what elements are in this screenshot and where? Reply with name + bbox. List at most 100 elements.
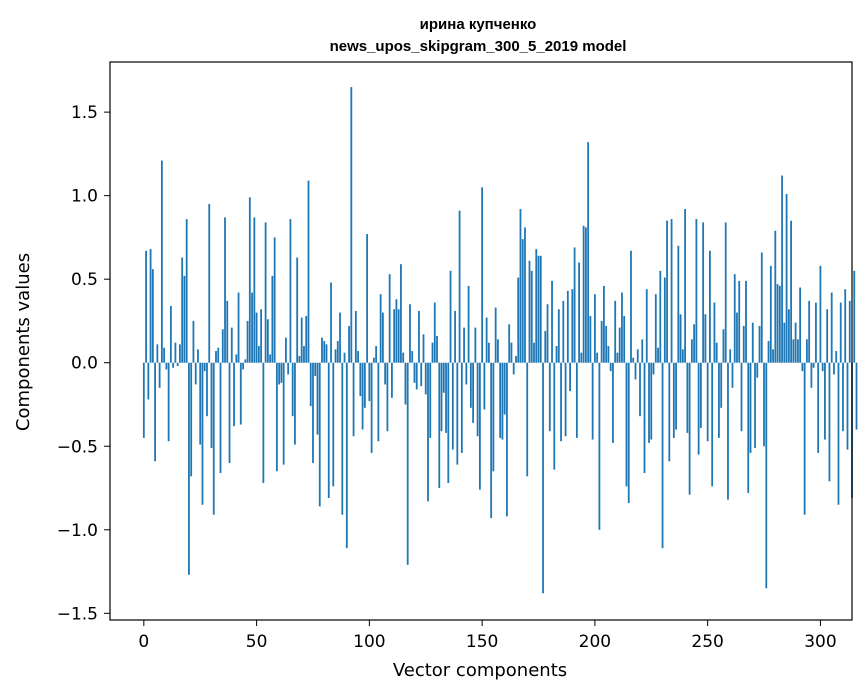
bar-218 <box>634 362 637 380</box>
bar-17 <box>181 257 184 363</box>
bar-108 <box>386 362 389 432</box>
bar-245 <box>695 219 698 363</box>
bar-295 <box>808 300 811 363</box>
bar-213 <box>623 315 626 363</box>
bar-190 <box>571 289 574 363</box>
bar-312 <box>846 362 849 450</box>
bar-232 <box>666 220 668 363</box>
bar-274 <box>760 252 763 363</box>
bar-72 <box>305 315 308 363</box>
bar-166 <box>517 277 520 363</box>
bar-159 <box>501 362 504 440</box>
bar-303 <box>826 309 829 363</box>
bar-80 <box>323 341 326 363</box>
bar-219 <box>636 349 639 363</box>
bar-114 <box>400 264 402 363</box>
y-tick-label-5: 1.0 <box>71 187 98 207</box>
bar-91 <box>348 325 350 363</box>
bar-197 <box>587 142 590 363</box>
bar-299 <box>817 362 820 453</box>
bar-13 <box>172 362 175 368</box>
bar-284 <box>783 322 786 363</box>
bar-11 <box>167 362 170 442</box>
bar-56 <box>269 354 272 363</box>
bar-160 <box>503 362 506 415</box>
bar-117 <box>406 362 409 565</box>
bar-278 <box>769 265 772 363</box>
bar-75 <box>312 362 314 463</box>
bar-123 <box>420 362 423 387</box>
bar-208 <box>612 362 614 443</box>
bar-287 <box>790 220 792 363</box>
bar-178 <box>544 330 547 363</box>
bar-267 <box>745 280 747 363</box>
bar-282 <box>778 285 781 363</box>
bar-41 <box>235 354 238 363</box>
bar-133 <box>442 362 445 393</box>
bar-231 <box>663 277 666 363</box>
bar-153 <box>487 342 490 363</box>
bar-170 <box>526 362 529 477</box>
bar-296 <box>810 362 813 388</box>
x-tick-label-3: 150 <box>466 632 498 652</box>
bar-207 <box>609 362 612 372</box>
bar-300 <box>819 265 822 363</box>
bar-264 <box>738 280 741 363</box>
bar-222 <box>643 362 646 473</box>
x-tick-label-6: 300 <box>804 632 836 652</box>
bar-210 <box>616 352 619 363</box>
bar-164 <box>512 362 515 375</box>
bar-110 <box>391 362 393 398</box>
bar-16 <box>179 344 181 363</box>
bar-301 <box>821 362 824 372</box>
bars-group <box>142 87 858 594</box>
bar-254 <box>715 342 718 363</box>
bar-165 <box>515 356 517 363</box>
bar-103 <box>375 346 378 363</box>
bar-78 <box>318 362 321 507</box>
bar-257 <box>722 329 725 363</box>
bar-70 <box>300 317 303 363</box>
bar-67 <box>294 362 296 445</box>
bar-258 <box>724 222 727 363</box>
bar-223 <box>645 289 648 363</box>
bar-29 <box>208 204 211 363</box>
bar-249 <box>704 314 707 363</box>
bar-272 <box>756 362 759 378</box>
bar-71 <box>303 346 305 363</box>
bar-202 <box>598 362 601 530</box>
bar-244 <box>693 324 696 363</box>
bar-115 <box>402 352 405 363</box>
bar-256 <box>720 362 723 408</box>
bar-52 <box>260 309 262 363</box>
bar-220 <box>639 362 641 417</box>
bar-19 <box>185 219 188 363</box>
bar-233 <box>668 362 671 462</box>
bar-185 <box>560 362 562 442</box>
bar-192 <box>575 362 578 438</box>
bar-179 <box>546 304 549 363</box>
bar-270 <box>751 322 754 363</box>
bar-304 <box>828 362 831 482</box>
bar-145 <box>469 362 472 408</box>
bar-252 <box>711 362 714 487</box>
bar-116 <box>404 362 407 405</box>
bar-30 <box>210 362 213 448</box>
bar-132 <box>440 362 443 432</box>
bar-146 <box>472 362 474 423</box>
bar-74 <box>309 362 312 407</box>
bar-129 <box>433 302 436 363</box>
bar-240 <box>684 209 686 363</box>
bar-26 <box>201 362 204 505</box>
bar-113 <box>397 309 400 363</box>
bar-44 <box>242 362 244 370</box>
bar-174 <box>535 249 538 363</box>
bar-3 <box>149 249 152 363</box>
bar-96 <box>359 362 362 397</box>
bar-134 <box>445 362 447 433</box>
bar-34 <box>219 362 222 473</box>
chart-title-line2: news_upos_skipgram_300_5_2019 model <box>330 38 627 55</box>
bar-119 <box>411 351 414 363</box>
bar-203 <box>600 320 603 363</box>
